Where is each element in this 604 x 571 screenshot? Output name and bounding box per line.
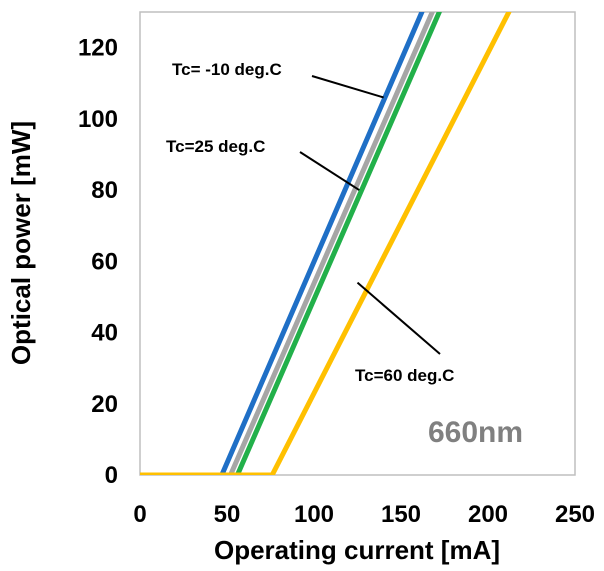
y-tick-label: 40: [91, 320, 118, 347]
x-tick-label: 0: [133, 501, 146, 528]
y-tick-label: 20: [91, 391, 118, 418]
series-annotation-label: Tc=25 deg.C: [166, 137, 265, 156]
series-line-2: [140, 12, 442, 475]
y-tick-label: 120: [78, 35, 118, 62]
annotation-leader-line: [299, 151, 360, 191]
y-axis-title: Optical power [mW]: [6, 121, 36, 365]
x-tick-label: 150: [381, 501, 421, 528]
x-tick-label: 200: [468, 501, 508, 528]
y-tick-label: 0: [105, 462, 118, 489]
x-axis-title: Operating current [mA]: [214, 535, 500, 565]
x-tick-label: 250: [555, 501, 595, 528]
wavelength-label: 660nm: [428, 416, 523, 449]
series-lines: [140, 12, 512, 475]
annotation-leader-line: [311, 75, 384, 99]
series-line-1: [140, 12, 435, 475]
x-tick-label: 100: [294, 501, 334, 528]
y-tick-label: 60: [91, 248, 118, 275]
annotation-leader-line: [356, 281, 441, 355]
series-annotation-label: Tc=60 deg.C: [355, 366, 454, 385]
series-annotation-label: Tc= -10 deg.C: [172, 60, 282, 79]
x-tick-label: 50: [214, 501, 241, 528]
y-tick-label: 80: [91, 177, 118, 204]
series-line-0: [140, 12, 425, 475]
plot-frame: [139, 11, 576, 476]
series-line-3: [140, 12, 512, 475]
y-tick-labels: 0 20 40 60 80 100 120: [78, 35, 118, 489]
annotations: Tc= -10 deg.C Tc=25 deg.C Tc=60 deg.C: [166, 60, 454, 385]
x-tick-labels: 0 50 100 150 200 250: [133, 501, 595, 528]
y-tick-label: 100: [78, 106, 118, 133]
